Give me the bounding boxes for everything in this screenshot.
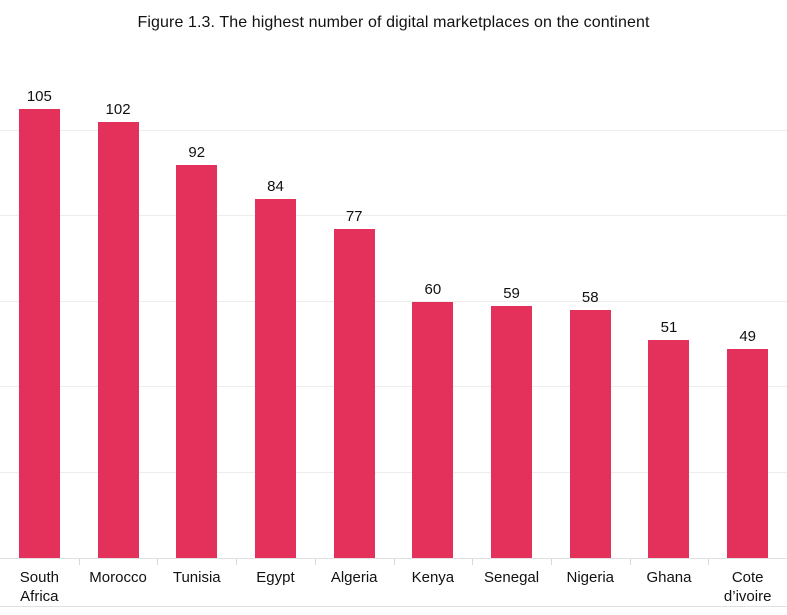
x-axis-tick-2 <box>157 559 159 565</box>
bar-value-label-ghana: 51 <box>660 319 678 337</box>
x-axis-label-morocco: Morocco <box>89 569 147 586</box>
x-axis-tick-3 <box>236 559 238 565</box>
bar-column-nigeria: 58 <box>551 88 630 558</box>
bar-column-south-africa: 105 <box>0 88 79 558</box>
x-axis-tick-8 <box>629 559 631 565</box>
x-axis-tick-6 <box>472 559 474 565</box>
x-axis-label-egypt: Egypt <box>256 569 295 586</box>
bar-kenya <box>412 301 454 558</box>
bar-value-label-senegal: 59 <box>503 284 520 302</box>
bar-column-senegal: 59 <box>472 88 551 558</box>
x-axis-tick-7 <box>550 559 552 565</box>
x-axis-label-senegal: Senegal <box>484 569 540 586</box>
x-axis-tick-4 <box>314 559 316 565</box>
bar-algeria <box>333 229 375 558</box>
bar-chart-plot: 105 102 92 84 77 60 59 58 51 49 <box>0 88 787 559</box>
x-axis-tick-5 <box>393 559 395 565</box>
bar-column-egypt: 84 <box>236 88 315 558</box>
bar-cote-d-ivoire <box>727 348 769 558</box>
x-axis-labels-row: South Africa Morocco Tunisia Egypt Algeria Ke… <box>0 559 787 607</box>
bar-column-algeria: 77 <box>315 88 394 558</box>
gridline-20 <box>0 471 787 473</box>
x-axis-label-south-africa: South Africa <box>19 569 59 605</box>
x-axis-label-kenya: Kenya <box>411 569 455 586</box>
x-axis-label-nigeria: Nigeria <box>566 569 615 586</box>
bar-morocco <box>97 122 139 558</box>
bar-ghana <box>648 340 690 558</box>
bar-value-label-kenya: 60 <box>424 280 442 298</box>
x-axis-label-cote-d-ivoire: Cote d’ivoire <box>723 569 772 605</box>
bar-value-label-algeria: 77 <box>345 208 363 225</box>
gridline-80 <box>0 215 787 217</box>
x-axis-tick-9 <box>708 559 710 565</box>
x-axis-label-algeria: Algeria <box>330 569 378 586</box>
bar-value-label-cote-d-ivoire: 49 <box>739 327 757 345</box>
bar-column-kenya: 60 <box>394 88 473 558</box>
bar-egypt <box>254 199 296 558</box>
bar-value-label-south-africa: 105 <box>26 88 52 106</box>
bar-nigeria <box>569 310 611 558</box>
bar-south-africa <box>18 109 60 558</box>
bar-tunisia <box>176 164 218 558</box>
bar-value-label-egypt: 84 <box>267 178 284 196</box>
bar-column-tunisia: 92 <box>157 88 236 558</box>
gridline-40 <box>0 386 787 388</box>
x-axis-label-ghana: Ghana <box>646 569 692 586</box>
x-axis-tick-1 <box>78 559 80 565</box>
gridline-100 <box>0 129 787 131</box>
gridline-60 <box>0 300 787 302</box>
bars-layer: 105 102 92 84 77 60 59 58 51 49 <box>0 88 787 558</box>
bar-value-label-nigeria: 58 <box>581 289 599 307</box>
bar-column-cote-d-ivoire: 49 <box>708 88 787 558</box>
bar-value-label-morocco: 102 <box>105 101 131 119</box>
bar-column-ghana: 51 <box>630 88 709 558</box>
x-axis-label-tunisia: Tunisia <box>172 569 221 586</box>
bar-column-morocco: 102 <box>79 88 158 558</box>
bar-senegal <box>491 305 533 558</box>
bar-value-label-tunisia: 92 <box>188 143 206 161</box>
figure-title: Figure 1.3. The highest number of digita… <box>137 14 650 31</box>
